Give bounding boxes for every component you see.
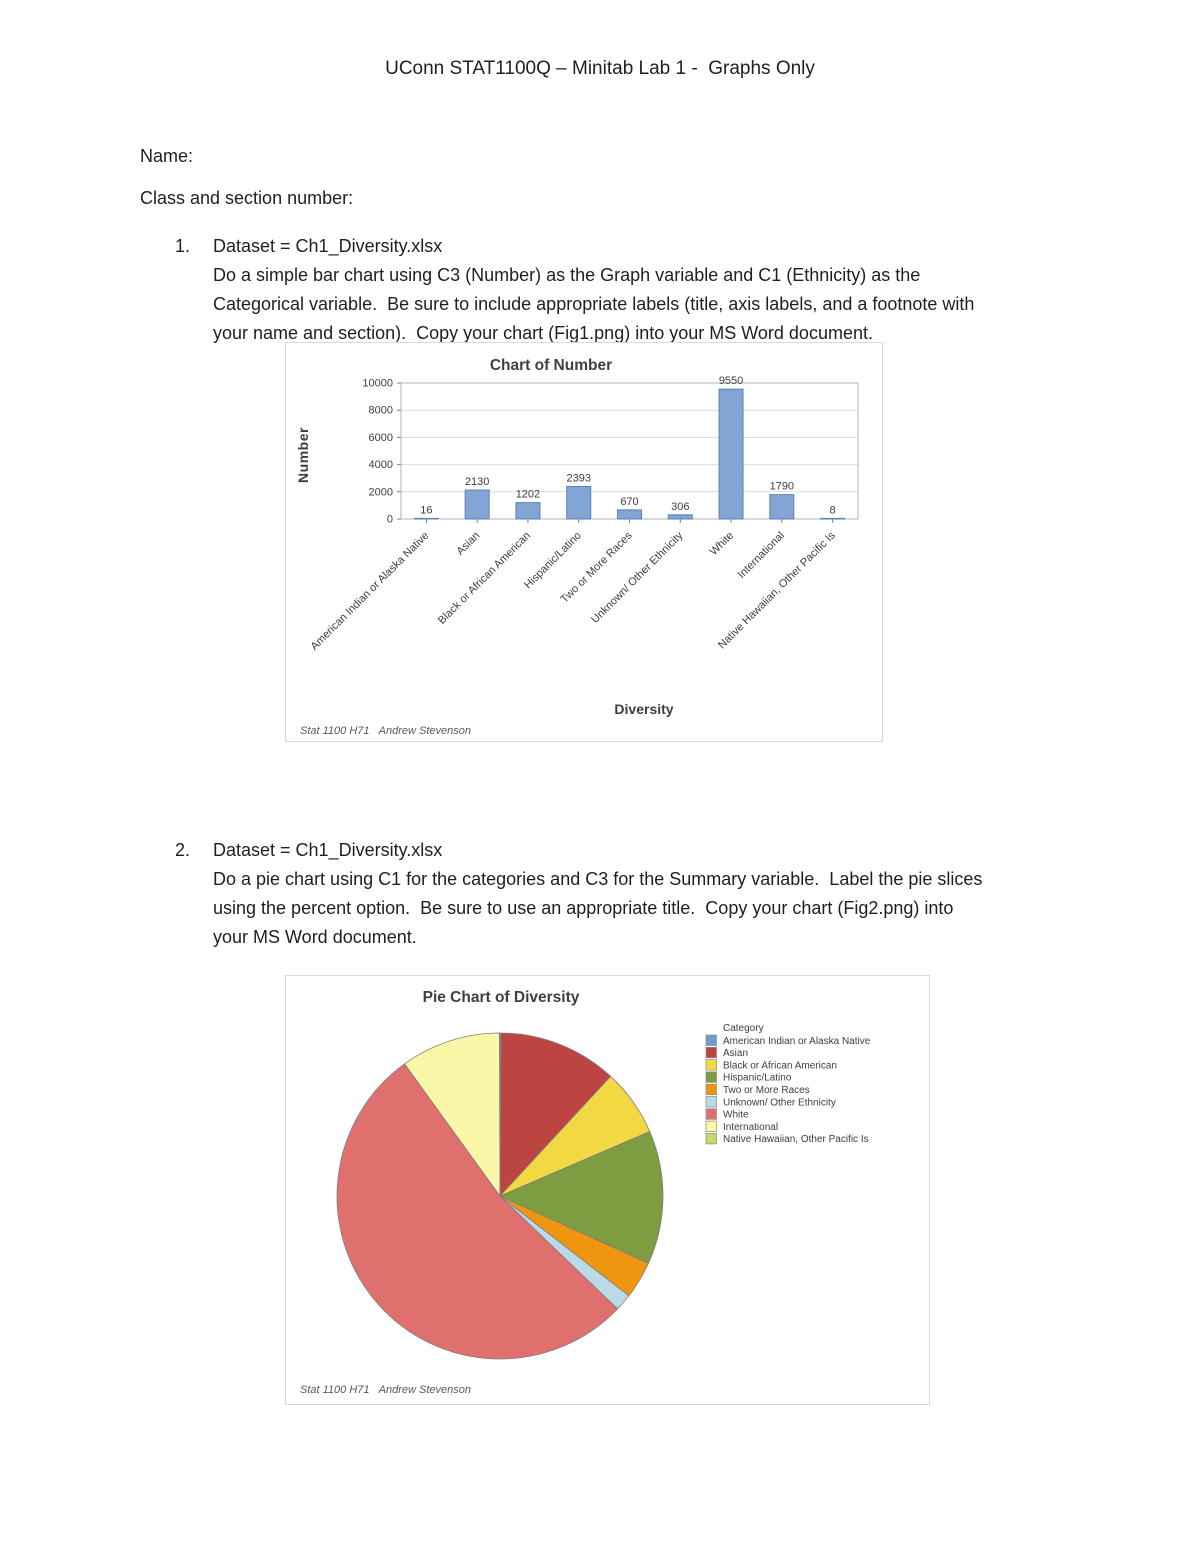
legend-swatch: [705, 1071, 717, 1083]
instruction-line: Do a pie chart using C1 for the categori…: [213, 869, 983, 889]
y-tick-label: 8000: [369, 405, 393, 417]
list-item-2: 2. Dataset = Ch1_Diversity.xlsx Do a pie…: [175, 836, 982, 952]
legend-label: Hispanic/Latino: [723, 1073, 792, 1084]
pie-chart: Pie Chart of Diversity Category American I…: [300, 989, 871, 1396]
list-item-1: 1. Dataset = Ch1_Diversity.xlsx Do a sim…: [175, 232, 974, 348]
pie-slice-7: [336, 1063, 619, 1360]
legend-label: Asian: [723, 1048, 748, 1059]
instruction-line: Categorical variable. Be sure to include…: [213, 294, 975, 314]
legend-label: American Indian or Alaska Native: [723, 1036, 871, 1047]
instruction-line: using the percent option. Be sure to use…: [213, 898, 954, 918]
legend-label: Unknown/ Other Ethnicity: [723, 1097, 836, 1108]
bar-value-label: 8: [830, 504, 836, 516]
y-tick-label: 2000: [369, 486, 393, 498]
x-category-label: Asian: [454, 530, 482, 558]
legend-label: International: [723, 1122, 778, 1133]
legend-swatch: [705, 1034, 717, 1046]
pie-chart-figure: Pie Chart of Diversity Category American I…: [285, 975, 930, 1405]
bar-value-label: 2393: [566, 472, 590, 484]
bar: [617, 509, 642, 520]
bar-chart-title: Chart of Number: [490, 357, 612, 374]
document-title: UConn STAT1100Q – Minitab Lab 1 - Graphs…: [385, 58, 815, 79]
bar-chart-figure: 0 2000 4000 6000 8000 10000 16 American Indian …: [285, 342, 883, 742]
y-tick-label: 4000: [369, 459, 393, 471]
legend-label: Black or African American: [723, 1060, 837, 1071]
x-category-label: Black or African American: [436, 530, 533, 627]
bar: [566, 485, 592, 520]
legend-title: Category: [723, 1023, 764, 1034]
y-tick-label: 6000: [369, 432, 393, 444]
pie-slice-4: [499, 1131, 664, 1264]
legend-label: Two or More Races: [723, 1085, 810, 1096]
x-category-label: White: [708, 530, 736, 558]
bar: [515, 502, 541, 520]
bar-value-label: 16: [420, 504, 432, 516]
pie-chart-title: Pie Chart of Diversity: [423, 989, 580, 1006]
instruction-line: your MS Word document.: [213, 927, 417, 947]
y-axis-title: Number: [295, 427, 311, 483]
bar: [769, 494, 795, 520]
bar: [667, 514, 693, 520]
x-axis-title: Diversity: [614, 701, 673, 717]
bar-chart-footnote: Stat 1100 H71 Andrew Stevenson: [300, 725, 471, 737]
pie-chart-footnote: Stat 1100 H71 Andrew Stevenson: [300, 1384, 471, 1396]
bar-value-label: 2130: [465, 476, 489, 488]
list-number: 1.: [175, 236, 191, 256]
legend-swatch: [705, 1133, 717, 1145]
legend-label: White: [723, 1110, 749, 1121]
legend-label: Native Hawaiian, Other Pacific Is: [723, 1134, 869, 1145]
y-tick-label: 10000: [362, 378, 393, 390]
legend-swatch: [705, 1083, 717, 1096]
bar: [413, 517, 439, 520]
pie-slice-8: [404, 1032, 501, 1198]
bar-value-label: 1790: [770, 481, 794, 493]
instruction-line: your name and section). Copy your chart …: [213, 323, 873, 343]
bar-chart: 0 2000 4000 6000 8000 10000 16 American Indian …: [295, 357, 859, 737]
legend-swatch: [705, 1096, 717, 1108]
bar: [820, 517, 846, 520]
bar: [464, 489, 490, 520]
y-tick-label: 0: [387, 514, 393, 526]
bar-value-label: 306: [671, 501, 689, 513]
instruction-line: Do a simple bar chart using C3 (Number) …: [213, 265, 921, 285]
bar-value-label: 670: [620, 496, 638, 508]
pie-slice-2: [499, 1032, 612, 1198]
legend-swatch: [705, 1046, 717, 1059]
x-category-label: International: [736, 530, 787, 581]
dataset-line: Dataset = Ch1_Diversity.xlsx: [213, 840, 443, 860]
legend-swatch: [705, 1108, 717, 1120]
class-label: Class and section number:: [140, 188, 354, 208]
legend-swatch: [705, 1120, 717, 1132]
dataset-line: Dataset = Ch1_Diversity.xlsx: [213, 236, 443, 256]
name-label: Name:: [140, 146, 194, 166]
bar-value-label: 9550: [719, 375, 743, 387]
x-category-label: American Indian or Alaska Native: [308, 530, 431, 653]
list-number: 2.: [175, 840, 191, 860]
bar-value-label: 1202: [516, 489, 540, 501]
legend-swatch: [705, 1059, 717, 1071]
x-category-label: Unknown/ Other Ethnicity: [589, 529, 686, 626]
bar: [718, 388, 744, 520]
